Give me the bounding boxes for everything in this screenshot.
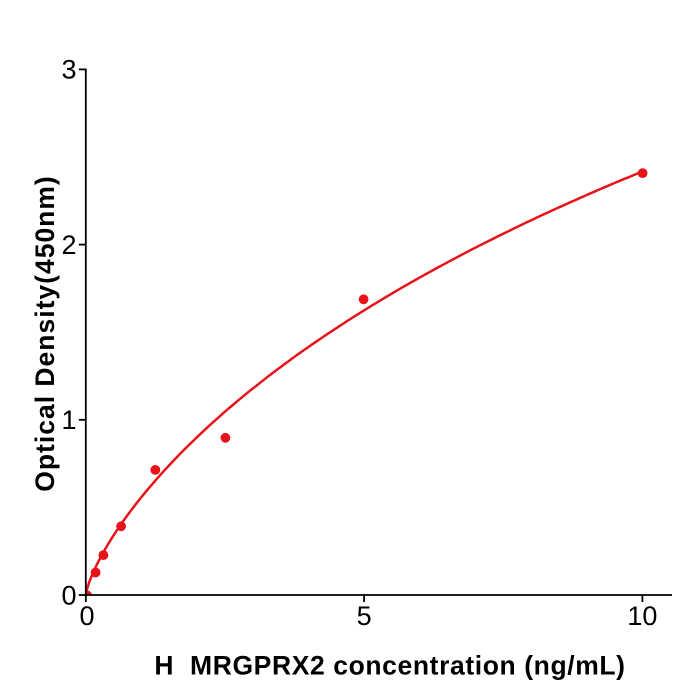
- svg-text:10: 10: [627, 601, 657, 631]
- svg-text:0: 0: [79, 601, 94, 631]
- svg-text:5: 5: [357, 601, 372, 631]
- svg-text:0: 0: [61, 580, 76, 610]
- svg-text:2: 2: [61, 230, 76, 260]
- svg-text:3: 3: [61, 55, 76, 85]
- svg-text:H MRGPRX2 concentration (ng/m: H MRGPRX2 concentration (ng/mL): [154, 651, 625, 681]
- svg-text:1: 1: [61, 405, 76, 435]
- svg-text:Optical Density(450nm): Optical Density(450nm): [30, 175, 60, 492]
